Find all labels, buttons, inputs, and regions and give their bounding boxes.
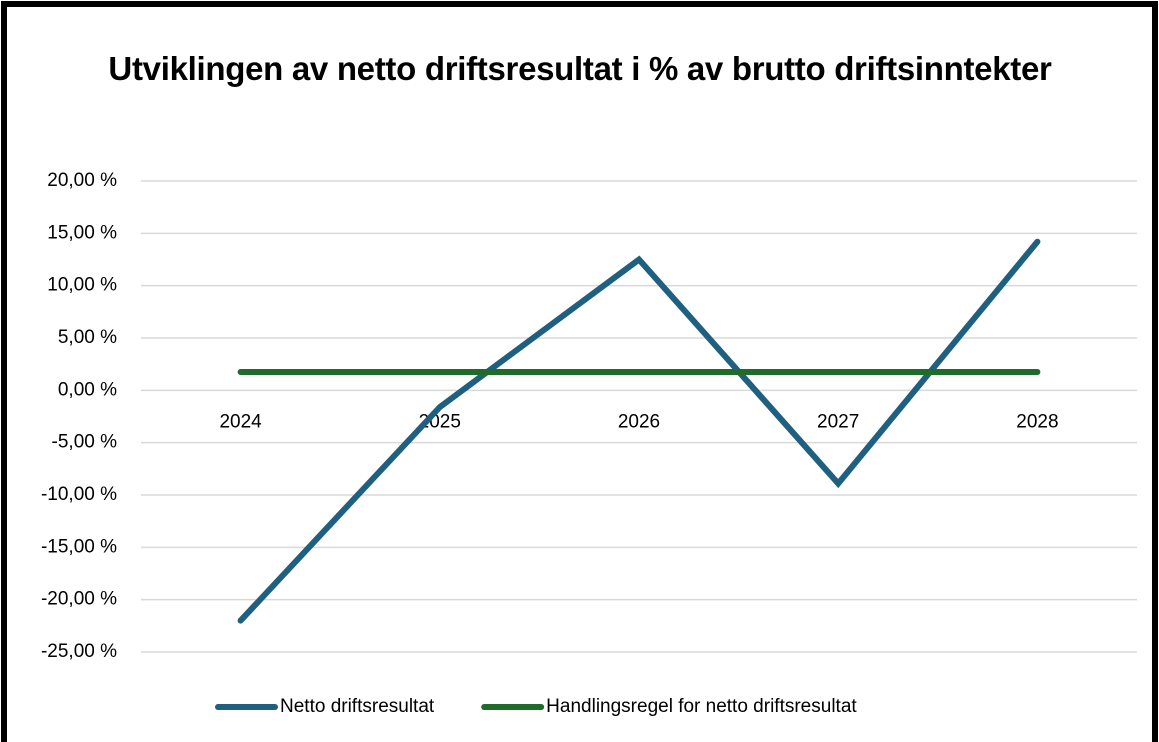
x-tick-label: 2027 (817, 411, 859, 432)
y-tick-label: 0,00 % (58, 379, 117, 400)
y-tick-label: -25,00 % (41, 641, 117, 662)
x-tick-label: 2024 (219, 411, 262, 432)
y-tick-label: 20,00 % (47, 170, 117, 191)
y-tick-label: 5,00 % (58, 327, 117, 348)
chart-title: Utviklingen av netto driftsresultat i % … (108, 50, 1052, 87)
y-tick-label: -20,00 % (41, 589, 117, 610)
y-tick-label: 10,00 % (47, 275, 117, 296)
y-tick-label: -15,00 % (41, 536, 117, 557)
y-tick-label: -10,00 % (41, 484, 117, 505)
y-tick-label: -5,00 % (52, 432, 118, 453)
x-tick-label: 2028 (1016, 411, 1058, 432)
y-tick-label: 15,00 % (47, 222, 117, 243)
legend-label: Netto driftsresultat (280, 696, 435, 717)
x-tick-label: 2026 (618, 411, 660, 432)
legend-label: Handlingsregel for netto driftsresultat (546, 696, 857, 717)
series-line (237, 238, 1041, 624)
